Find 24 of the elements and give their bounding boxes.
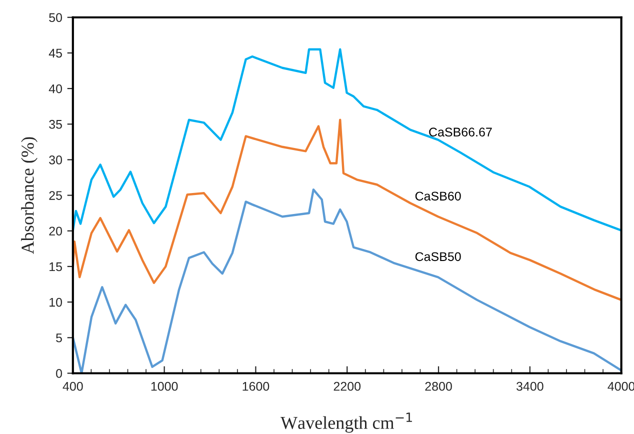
x-tick-label: 400 xyxy=(62,382,83,391)
y-tick-label: 10 xyxy=(50,298,62,307)
y-tick-label: 20 xyxy=(49,226,62,236)
series-label: CaSB60 xyxy=(415,192,461,201)
x-tick-label: 2200 xyxy=(334,382,361,391)
y-tick-label: 35 xyxy=(49,120,62,129)
series-label: CaSB66.67 xyxy=(429,128,492,137)
x-tick-label: 1000 xyxy=(151,382,178,391)
y-tick-label: 30 xyxy=(49,156,62,164)
x-tick-label: 2800 xyxy=(425,382,452,391)
x-axis-title: Wavelength cm$^{−1}$ xyxy=(280,412,412,433)
y-tick-label: 50 xyxy=(49,13,62,22)
y-tick-label: 15 xyxy=(50,262,62,272)
x-tick-label: 1600 xyxy=(242,382,270,391)
y-tick-label: 0 xyxy=(56,369,62,378)
y-tick-label: 40 xyxy=(48,84,62,94)
y-tick-label: 25 xyxy=(49,191,62,200)
line-series xyxy=(72,118,622,302)
line-series xyxy=(72,48,622,232)
y-tick-label: 45 xyxy=(48,48,62,58)
y-axis-title: Absorbance (%) xyxy=(21,137,38,254)
series-label: CaSB50 xyxy=(415,252,461,262)
x-tick-label: 3400 xyxy=(516,382,544,391)
y-tick-label: 5 xyxy=(56,334,62,342)
